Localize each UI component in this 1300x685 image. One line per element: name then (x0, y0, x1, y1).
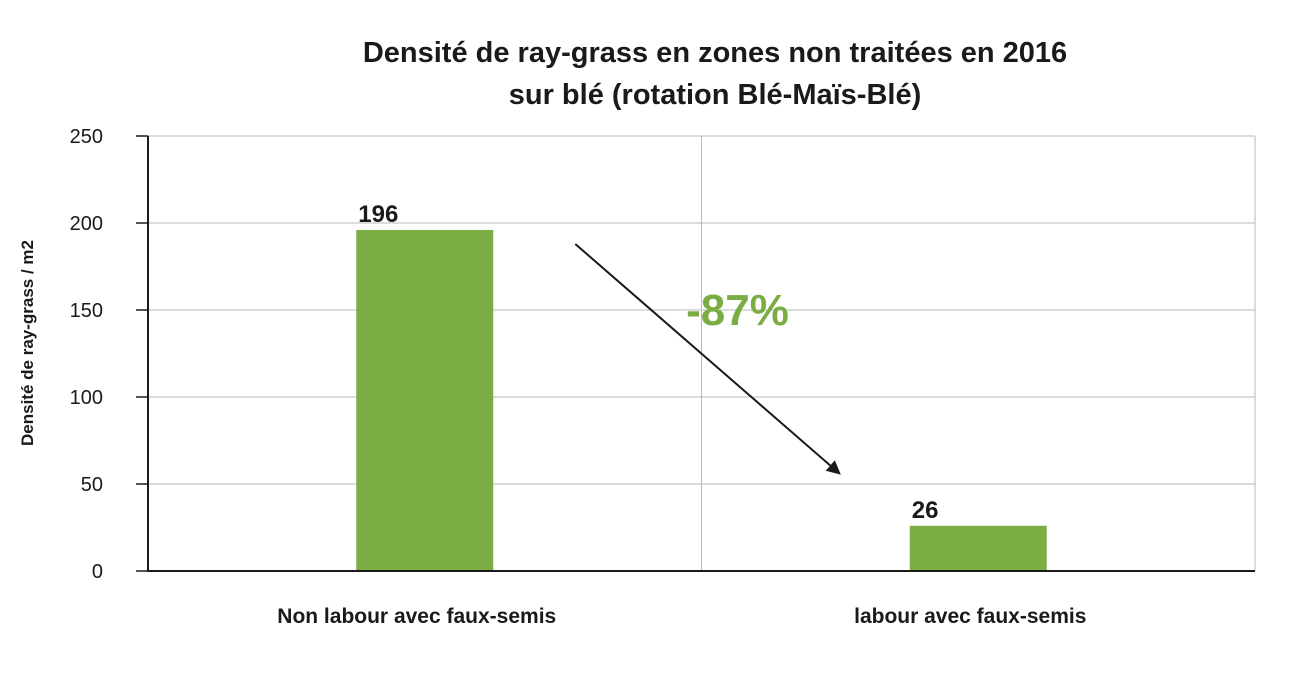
y-tick-label: 100 (70, 387, 103, 409)
x-category-label-2: labour avec faux-semis (854, 605, 1086, 628)
bar-2 (909, 525, 1047, 571)
grid (148, 135, 1256, 571)
y-tick-label: 150 (70, 300, 103, 322)
y-tick-label: 200 (70, 213, 103, 235)
chart-title-line-2: sur blé (rotation Blé-Maïs-Blé) (508, 79, 922, 111)
chart-title-line-1: Densité de ray-grass en zones non traité… (362, 37, 1068, 69)
decrease-arrow (574, 243, 841, 475)
x-category-label-1: Non labour avec faux-semis (277, 605, 556, 628)
bars (356, 229, 1047, 571)
data-labels: 196 26 (358, 201, 938, 524)
annotation: -87% (574, 243, 841, 475)
y-tick-label: 0 (92, 561, 103, 583)
decrease-percentage-label: -87% (686, 286, 789, 335)
y-tick-label: 250 (70, 126, 103, 148)
data-label-2: 26 (912, 497, 939, 524)
axes (147, 136, 1255, 572)
data-label-1: 196 (358, 201, 398, 228)
x-categories: Non labour avec faux-semis labour avec fa… (277, 605, 1086, 628)
chart-title: Densité de ray-grass en zones non traité… (0, 32, 1300, 116)
y-tick-label: 50 (81, 474, 103, 496)
y-ticks: 0 50 100 150 200 250 (70, 126, 148, 583)
bar-1 (356, 229, 494, 571)
